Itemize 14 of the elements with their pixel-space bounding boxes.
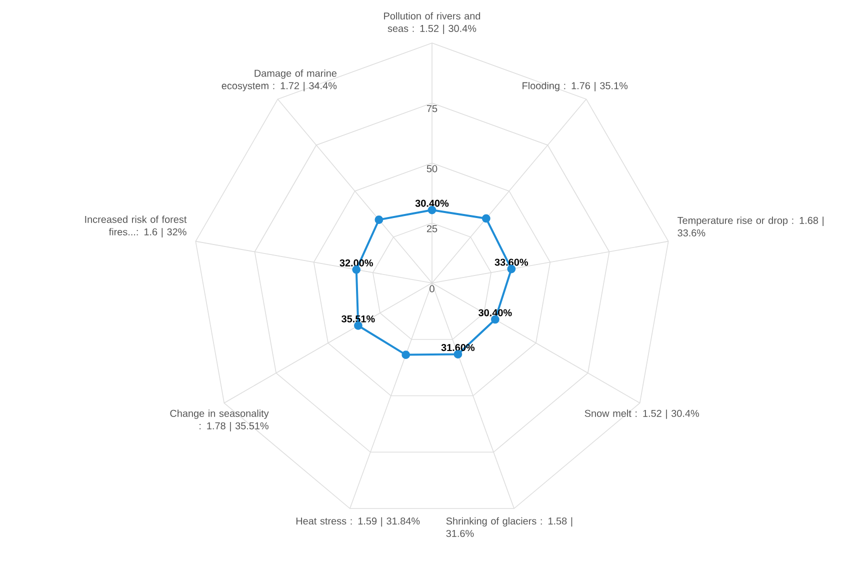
y-tick-label: 0	[430, 285, 434, 292]
spoke-label: Temperature rise or drop : 1.68 | 33.6%	[678, 216, 824, 236]
spoke-label: Pollution of rivers and seas : 1.52 | 30.4%	[384, 12, 480, 34]
spoke-label: Snow melt : 1.52 | 30.4%	[584, 410, 700, 419]
spoke-label: Shrinking of glaciers : 1.58 | 31.6%	[446, 517, 572, 538]
spoke-label: Damage of marine ecosystem : 1.72 | 34.4%	[222, 69, 337, 92]
spoke-label: Change in seasonality : 1.78 | 35.51%	[170, 410, 269, 432]
spoke-label: Flooding : 1.76 | 35.1%	[522, 82, 628, 92]
y-tick-label: 25	[426, 225, 438, 232]
spoke-label: Increased risk of forest fires...: 1.6 | 32%	[85, 216, 187, 238]
data-label: 30.40%	[415, 200, 449, 207]
y-tick-label: 50	[426, 165, 438, 172]
y-tick-label: 75	[426, 105, 438, 112]
spoke-label: Heat stress : 1.59 | 31.84%	[296, 517, 420, 527]
